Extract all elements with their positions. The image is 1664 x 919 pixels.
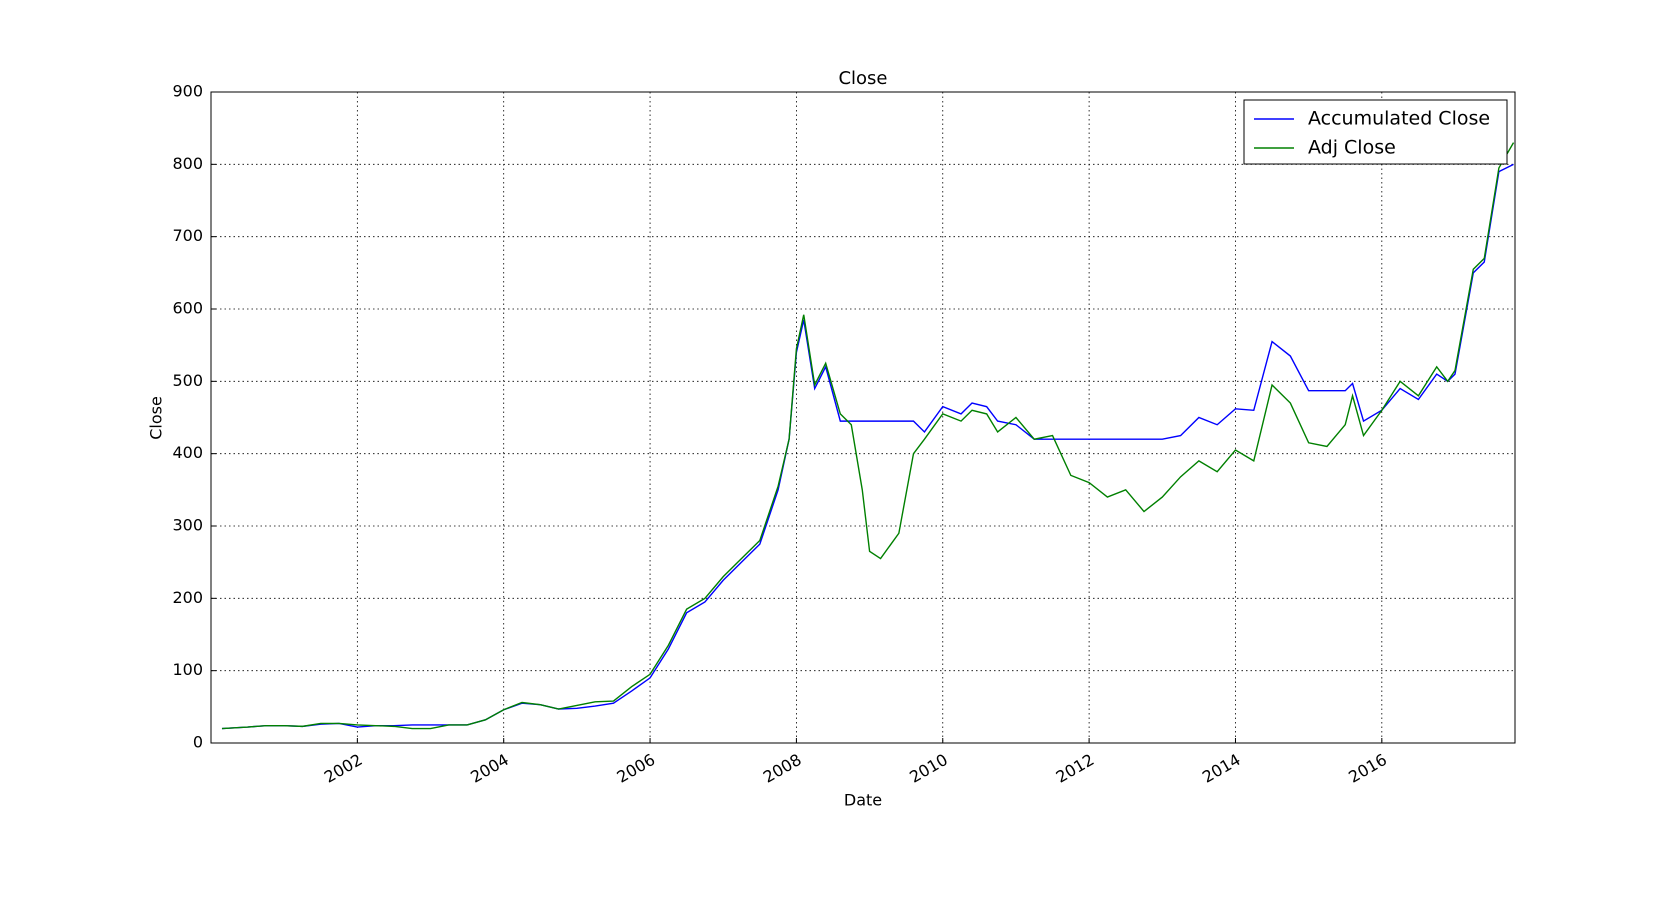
y-tick-label: 600: [172, 299, 203, 318]
x-tick-label: 2008: [760, 750, 805, 787]
y-tick-label: 700: [172, 226, 203, 245]
y-tick-label: 800: [172, 154, 203, 173]
y-tick-label: 500: [172, 371, 203, 390]
chart-title: Close: [838, 68, 887, 89]
legend-box: [1243, 99, 1508, 165]
y-tick-label: 100: [172, 660, 203, 679]
legend-label: Adj Close: [1308, 137, 1396, 159]
x-axis-label: Date: [844, 791, 882, 810]
plot-frame: [210, 91, 1516, 744]
x-tick-label: 2010: [906, 750, 951, 787]
legend-label: Accumulated Close: [1308, 108, 1490, 130]
y-tick-label: 900: [172, 82, 203, 101]
x-tick-label: 2002: [321, 750, 366, 787]
line-series: [221, 163, 1514, 730]
y-axis-label: Close: [147, 396, 166, 440]
x-tick-label: 2014: [1199, 750, 1244, 787]
x-tick-label: 2004: [467, 750, 512, 787]
y-tick-label: 300: [172, 516, 203, 535]
x-tick-label: 2012: [1053, 750, 1098, 787]
y-tick-label: 0: [193, 733, 203, 752]
y-tick-label: 200: [172, 588, 203, 607]
x-tick-label: 2006: [614, 750, 659, 787]
y-tick-label: 400: [172, 443, 203, 462]
x-tick-label: 2016: [1345, 750, 1390, 787]
line-series: [221, 142, 1515, 730]
